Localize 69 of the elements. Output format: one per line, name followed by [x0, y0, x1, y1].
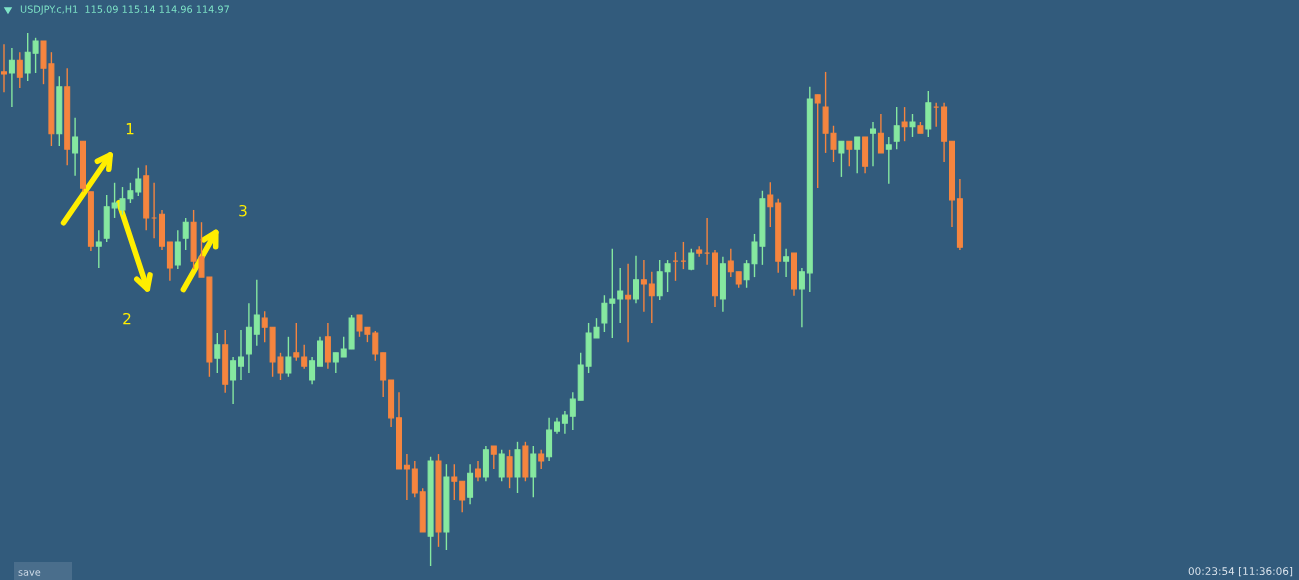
candlestick: [135, 167, 142, 197]
chart-title: USDJPY.c,H1 115.09 115.14 114.96 114.97: [20, 5, 229, 15]
candlestick: [909, 113, 916, 138]
candlestick: [601, 294, 608, 333]
candlestick: [901, 106, 908, 142]
candlestick: [459, 480, 466, 513]
candlestick: [214, 332, 221, 374]
candlestick: [16, 51, 23, 89]
candlestick: [498, 449, 505, 482]
candlestick: [893, 106, 900, 150]
candlestick: [8, 47, 15, 108]
candlestick: [0, 43, 8, 93]
candlestick: [490, 445, 497, 470]
candlestick: [798, 267, 805, 328]
candlestick: [814, 94, 821, 189]
candlestick: [285, 336, 292, 378]
candlestick: [648, 271, 655, 324]
candlestick: [767, 181, 774, 228]
candlestick: [877, 113, 884, 154]
candlestick: [174, 229, 181, 270]
candlestick: [672, 251, 679, 282]
candlestick: [680, 241, 687, 270]
candlestick: [727, 248, 734, 278]
candlestick: [237, 329, 245, 381]
candlestick: [704, 217, 711, 266]
candlestick: [933, 102, 940, 128]
candlestick: [301, 344, 308, 370]
candlestick: [95, 229, 102, 269]
candlestick: [664, 259, 671, 293]
candlestick: [230, 356, 237, 405]
candlestick: [253, 279, 260, 347]
candlestick: [869, 121, 877, 167]
candlestick: [72, 117, 79, 177]
candlestick: [609, 248, 616, 339]
annotation: 2: [123, 312, 131, 325]
candlestick: [403, 453, 410, 501]
candlestick: [332, 352, 339, 374]
candlestick: [885, 136, 892, 185]
candlestick: [617, 267, 624, 324]
text: 00:23:54 [11:36:06]: [1188, 566, 1293, 577]
candlestick: [625, 263, 632, 343]
candlestick: [151, 182, 158, 239]
candlestick: [261, 310, 268, 343]
candlestick: [309, 356, 316, 385]
text: save: [18, 570, 41, 576]
candlestick: [372, 330, 379, 362]
candlestick: [293, 322, 300, 362]
annotation: 1: [126, 123, 134, 135]
candlestick: [838, 140, 845, 178]
candlestick: [32, 37, 39, 74]
candlestick: [411, 460, 418, 498]
candlestick: [451, 463, 458, 501]
annotation: 3: [239, 204, 247, 217]
candlestick: [632, 255, 640, 304]
candlestick: [640, 259, 647, 313]
candlestick: [467, 463, 474, 505]
candlestick: [182, 217, 189, 251]
candlestick: [783, 248, 790, 278]
candlestick: [538, 449, 545, 470]
candlestick: [474, 460, 482, 482]
candlestick: [24, 32, 31, 82]
candlestick: [656, 259, 663, 301]
candlestick: [530, 445, 537, 498]
candlestick: [506, 449, 513, 489]
candlestick: [569, 391, 576, 431]
candlestick: [854, 136, 861, 174]
candlestick: [340, 336, 347, 358]
candlestick: [846, 140, 853, 167]
candlestick: [561, 410, 568, 435]
